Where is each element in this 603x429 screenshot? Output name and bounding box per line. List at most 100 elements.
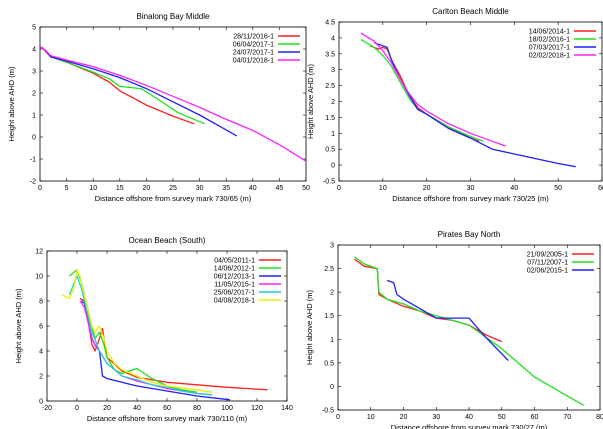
- series-line-4: [79, 300, 213, 396]
- legend-label: 06/12/2013-1: [214, 274, 255, 281]
- x-tick-label: 5: [65, 185, 69, 192]
- chart-panel-4: 0 10 20 30 40 50 60 70 80-0.500.511.522.53Pirate…: [305, 230, 603, 429]
- x-tick-label: 120: [251, 405, 263, 412]
- legend-label: 04/01/2018-1: [233, 58, 274, 65]
- y-tick-label: 2: [32, 91, 36, 98]
- y-tick-label: 3: [330, 243, 334, 250]
- legend-label: 25/06/2017-1: [214, 290, 255, 297]
- x-tick-label: 20: [143, 185, 151, 192]
- y-tick-label: 0: [32, 135, 36, 142]
- x-tick-label: 40: [510, 185, 518, 192]
- chart-panel-2: 0102030405060-0.500.511.522.533.544.5Car…: [306, 7, 603, 203]
- y-axis-label: Height above AHD (m): [306, 63, 315, 139]
- y-tick-label: 2: [39, 374, 43, 381]
- x-tick-label: 50: [498, 414, 506, 421]
- x-tick-label: 0: [75, 405, 79, 412]
- legend: 28/11/2016-106/04/2017-124/07/2017-104/0…: [233, 34, 300, 65]
- x-tick-label: 0: [336, 414, 340, 421]
- series-line-2: [39, 46, 206, 125]
- y-tick-label: 1: [331, 131, 335, 138]
- y-tick-label: 3: [331, 67, 335, 74]
- y-tick-label: 4: [331, 35, 335, 42]
- y-tick-label: 4: [32, 47, 36, 54]
- legend-label: 14/06/2012-1: [214, 266, 255, 273]
- legend: 14/06/2014-118/02/2016-107/03/2017-102/0…: [529, 29, 596, 60]
- x-tick-label: 50: [554, 185, 562, 192]
- x-tick-label: 60: [531, 414, 539, 421]
- x-tick-label: 0: [38, 185, 42, 192]
- legend: 21/09/2005-107/11/2007-102/06/2015-1: [527, 252, 594, 275]
- series-line-4: [39, 46, 307, 162]
- y-tick-label: -0.5: [322, 408, 334, 415]
- y-axis-label: Height above AHD (m): [7, 66, 16, 142]
- x-axis-label: Distance offshore from survey mark 730/6…: [95, 194, 252, 203]
- y-tick-label: 4.5: [325, 20, 335, 27]
- series-line-6: [61, 269, 213, 393]
- series-line-4: [360, 32, 506, 147]
- x-tick-label: 50: [302, 185, 310, 192]
- series-line-3: [386, 279, 509, 361]
- series-line-1: [79, 297, 268, 391]
- x-axis-label: Distance offshore from survey mark 730/2…: [392, 194, 549, 203]
- x-tick-label: 30: [467, 185, 475, 192]
- legend-label: 11/05/2015-1: [214, 282, 255, 289]
- x-tick-label: 140: [281, 405, 293, 412]
- y-tick-label: 1: [32, 113, 36, 120]
- series-line-3: [373, 42, 576, 168]
- series-line-1: [39, 46, 195, 125]
- y-tick-label: -0.5: [323, 179, 335, 186]
- legend-label: 14/06/2014-1: [529, 29, 570, 36]
- chart-title: Binalong Bay Middle: [137, 12, 210, 21]
- legend: 04/05/2011-114/06/2012-106/12/2013-111/0…: [214, 258, 281, 305]
- y-tick-label: 0: [330, 384, 334, 391]
- legend-label: 06/04/2017-1: [233, 42, 274, 49]
- legend-label: 02/02/2018-1: [529, 53, 570, 60]
- chart-title: Carlton Beach Middle: [432, 7, 509, 16]
- y-tick-label: 2: [330, 290, 334, 297]
- x-tick-label: 20: [103, 405, 111, 412]
- series-line-2: [354, 256, 584, 406]
- chart-title: Ocean Beach (South): [129, 236, 206, 245]
- x-tick-label: 45: [276, 185, 284, 192]
- y-axis-label: Height above AHD (m): [305, 289, 314, 365]
- legend-label: 07/11/2007-1: [527, 260, 568, 267]
- x-tick-label: 80: [193, 405, 201, 412]
- legend-label: 18/02/2016-1: [529, 37, 570, 44]
- x-tick-label: 30: [196, 185, 204, 192]
- y-tick-label: 0.5: [325, 147, 335, 154]
- x-tick-label: 25: [169, 185, 177, 192]
- y-tick-label: 5: [32, 25, 36, 32]
- x-tick-label: 40: [249, 185, 257, 192]
- x-tick-label: 20: [423, 185, 431, 192]
- legend-label: 04/05/2011-1: [214, 258, 255, 265]
- y-tick-label: 1.5: [325, 115, 335, 122]
- legend-label: 04/08/2018-1: [214, 298, 255, 305]
- x-tick-label: 100: [221, 405, 233, 412]
- y-tick-label: -2: [30, 179, 36, 186]
- y-tick-label: 10: [35, 274, 43, 281]
- x-tick-label: 60: [598, 185, 603, 192]
- y-tick-label: 1.5: [324, 313, 334, 320]
- legend-label: 21/09/2005-1: [527, 252, 568, 259]
- y-tick-label: 3: [32, 69, 36, 76]
- x-tick-label: 70: [563, 414, 571, 421]
- x-tick-label: 20: [400, 414, 408, 421]
- y-tick-label: 0.5: [324, 360, 334, 367]
- x-tick-label: 10: [367, 414, 375, 421]
- x-tick-label: 30: [432, 414, 440, 421]
- legend-label: 07/03/2017-1: [529, 45, 570, 52]
- y-tick-label: -1: [30, 157, 36, 164]
- y-tick-label: 2.5: [324, 266, 334, 273]
- y-tick-label: 4: [39, 349, 43, 356]
- y-tick-label: 0: [331, 163, 335, 170]
- y-tick-label: 1: [330, 337, 334, 344]
- y-tick-label: 3.5: [325, 51, 335, 58]
- series-line-1: [354, 258, 503, 343]
- x-tick-label: 15: [116, 185, 124, 192]
- x-tick-label: 10: [379, 185, 387, 192]
- x-tick-label: 80: [596, 414, 603, 421]
- x-tick-label: -20: [42, 405, 52, 412]
- legend-label: 24/07/2017-1: [233, 50, 274, 57]
